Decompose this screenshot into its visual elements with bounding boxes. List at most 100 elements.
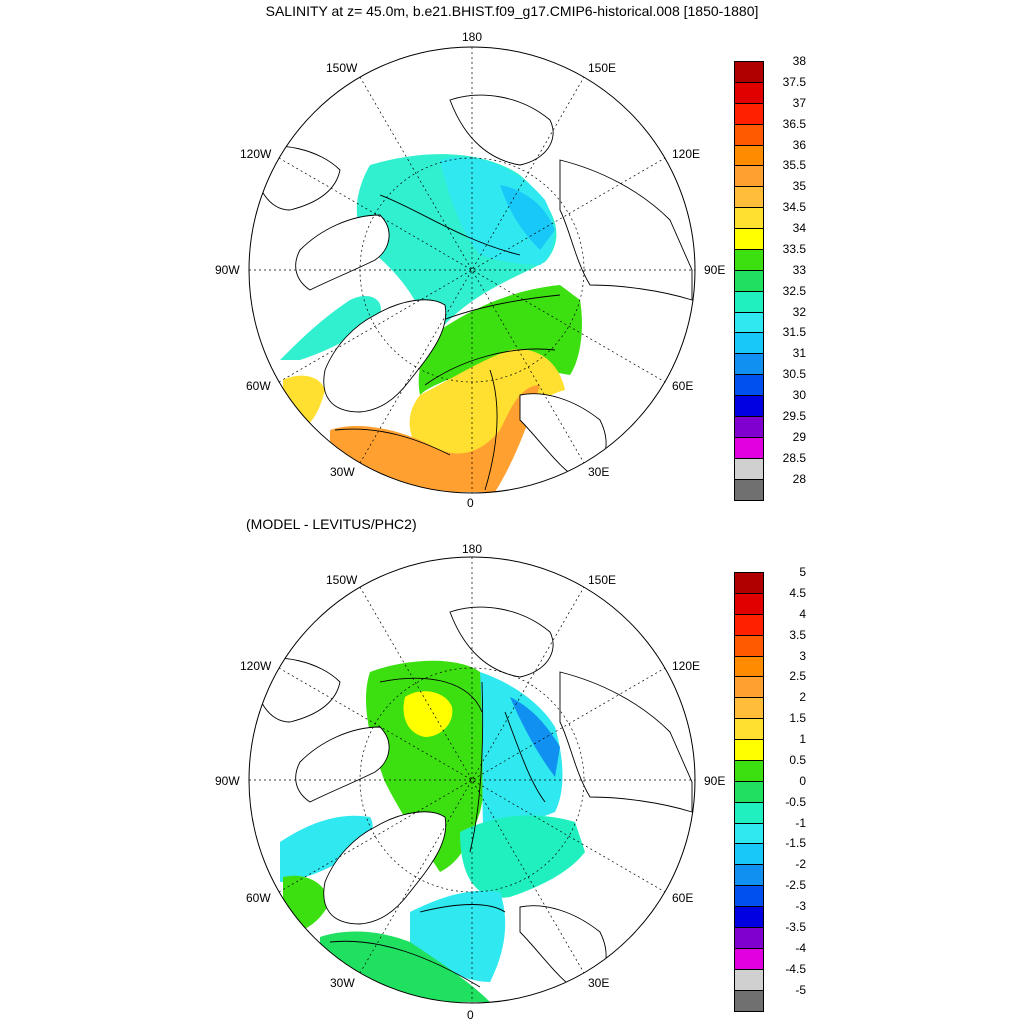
lon-label-120w: 120W	[240, 147, 272, 161]
field-laptev-fresh	[500, 185, 555, 250]
colorbar-tick-label: -4.5	[785, 961, 806, 976]
colorbar-tick-label: 28	[792, 471, 806, 486]
lon-label-150e: 150E	[588, 61, 617, 75]
colorbar-swatch	[735, 760, 763, 782]
colorbar-tick-label: 34.5	[782, 200, 806, 215]
colorbar-tick-label: 0.5	[789, 752, 806, 767]
colorbar-tick-label: 2	[799, 690, 806, 705]
colorbar-tick-label: 33	[792, 262, 806, 277]
lon-label-90e: 90E	[704, 263, 726, 277]
colorbar-swatch	[735, 291, 763, 313]
lon-label-30w: 30W	[330, 465, 355, 479]
colorbar-tick-label: 35.5	[782, 158, 806, 173]
lon-label-90e: 90E	[704, 774, 726, 788]
colorbar-tick-label: 1.5	[789, 711, 806, 726]
colorbar-swatch	[735, 396, 763, 417]
lon-label-120w: 120W	[240, 659, 272, 673]
salinity-polar-map	[248, 46, 696, 494]
colorbar-swatch	[735, 593, 763, 615]
page-title: SALINITY at z= 45.0m, b.e21.BHIST.f09_g1…	[265, 3, 759, 19]
colorbar-tick-label: 33.5	[782, 241, 806, 256]
lon-label-150e: 150E	[588, 573, 617, 587]
lon-label-30e: 30E	[588, 465, 610, 479]
salinity-colorbar	[734, 61, 764, 502]
colorbar-swatch	[735, 416, 763, 438]
colorbar-tick-label: 29	[792, 429, 806, 444]
colorbar-tick-label: -3.5	[785, 919, 806, 934]
colorbar-tick-label: 0	[799, 773, 806, 788]
colorbar-swatch	[735, 103, 763, 125]
colorbar-tick-label: 4	[799, 606, 806, 621]
field-eurasian-basin	[440, 157, 555, 265]
colorbar-swatch	[735, 781, 763, 803]
eurasia-east	[559, 159, 693, 301]
colorbar-swatch	[735, 229, 763, 250]
lon-label-150w: 150W	[326, 573, 358, 587]
colorbar-swatch	[735, 990, 763, 1012]
lon-label-60w: 60W	[246, 891, 271, 905]
colorbar-swatch	[735, 375, 763, 396]
colorbar-swatch	[735, 62, 763, 83]
colorbar-swatch	[735, 354, 763, 376]
lon-label-60e: 60E	[672, 379, 694, 393]
eurasia-east	[559, 671, 693, 813]
colorbar-swatch	[735, 312, 763, 334]
colorbar-tick-label: 35	[792, 179, 806, 194]
colorbar-swatch	[735, 573, 763, 594]
colorbar-tick-label: 32.5	[782, 283, 806, 298]
colorbar-swatch	[735, 270, 763, 292]
lon-label-60e: 60E	[672, 891, 694, 905]
colorbar-tick-label: 1	[799, 732, 806, 747]
diff-laptev-blue	[510, 697, 560, 777]
colorbar-swatch	[735, 719, 763, 740]
colorbar-tick-label: -1.5	[785, 836, 806, 851]
colorbar-swatch	[735, 635, 763, 657]
colorbar-tick-label: -0.5	[785, 794, 806, 809]
difference-subtitle: (MODEL - LEVITUS/PHC2)	[246, 516, 417, 532]
colorbar-tick-label: -1	[795, 815, 806, 830]
colorbar-tick-label: 32	[792, 304, 806, 319]
colorbar-swatch	[735, 614, 763, 636]
colorbar-tick-label: 30	[792, 388, 806, 403]
lon-label-30w: 30W	[330, 976, 355, 990]
colorbar-tick-label: 28.5	[782, 450, 806, 465]
difference-colorbar	[734, 572, 764, 1013]
lon-label-150w: 150W	[326, 61, 358, 75]
colorbar-tick-label: 3.5	[789, 627, 806, 642]
colorbar-swatch	[735, 333, 763, 355]
colorbar-swatch	[735, 458, 763, 480]
colorbar-tick-label: -2.5	[785, 878, 806, 893]
colorbar-tick-label: 30.5	[782, 367, 806, 382]
diff-eurasian-cyan	[480, 672, 563, 847]
colorbar-swatch	[735, 677, 763, 699]
colorbar-swatch	[735, 145, 763, 167]
lon-label-120e: 120E	[672, 147, 701, 161]
colorbar-tick-label: 36	[792, 137, 806, 152]
colorbar-tick-label: -4	[795, 940, 806, 955]
colorbar-swatch	[735, 656, 763, 678]
colorbar-swatch	[735, 187, 763, 209]
siberia-north	[449, 94, 554, 166]
diff-basin-green	[365, 660, 488, 872]
colorbar-tick-label: 37.5	[782, 74, 806, 89]
colorbar-swatch	[735, 823, 763, 845]
colorbar-tick-label: 38	[792, 54, 806, 68]
colorbar-swatch	[735, 948, 763, 970]
diff-canada-cyan	[280, 815, 373, 882]
colorbar-tick-label: 31.5	[782, 325, 806, 340]
colorbar-swatch	[735, 82, 763, 104]
greenland	[323, 299, 447, 413]
field-canadian-shelf	[280, 295, 381, 360]
lon-label-60w: 60W	[246, 379, 271, 393]
colorbar-tick-label: 4.5	[789, 585, 806, 600]
colorbar-swatch	[735, 166, 763, 188]
colorbar-tick-label: 3	[799, 648, 806, 663]
lon-label-30e: 30E	[588, 976, 610, 990]
colorbar-tick-label: 37	[792, 95, 806, 110]
colorbar-swatch	[735, 802, 763, 824]
colorbar-swatch	[735, 249, 763, 271]
colorbar-swatch	[735, 437, 763, 459]
colorbar-swatch	[735, 865, 763, 887]
lon-label-180: 180	[462, 30, 483, 44]
colorbar-swatch	[735, 886, 763, 907]
